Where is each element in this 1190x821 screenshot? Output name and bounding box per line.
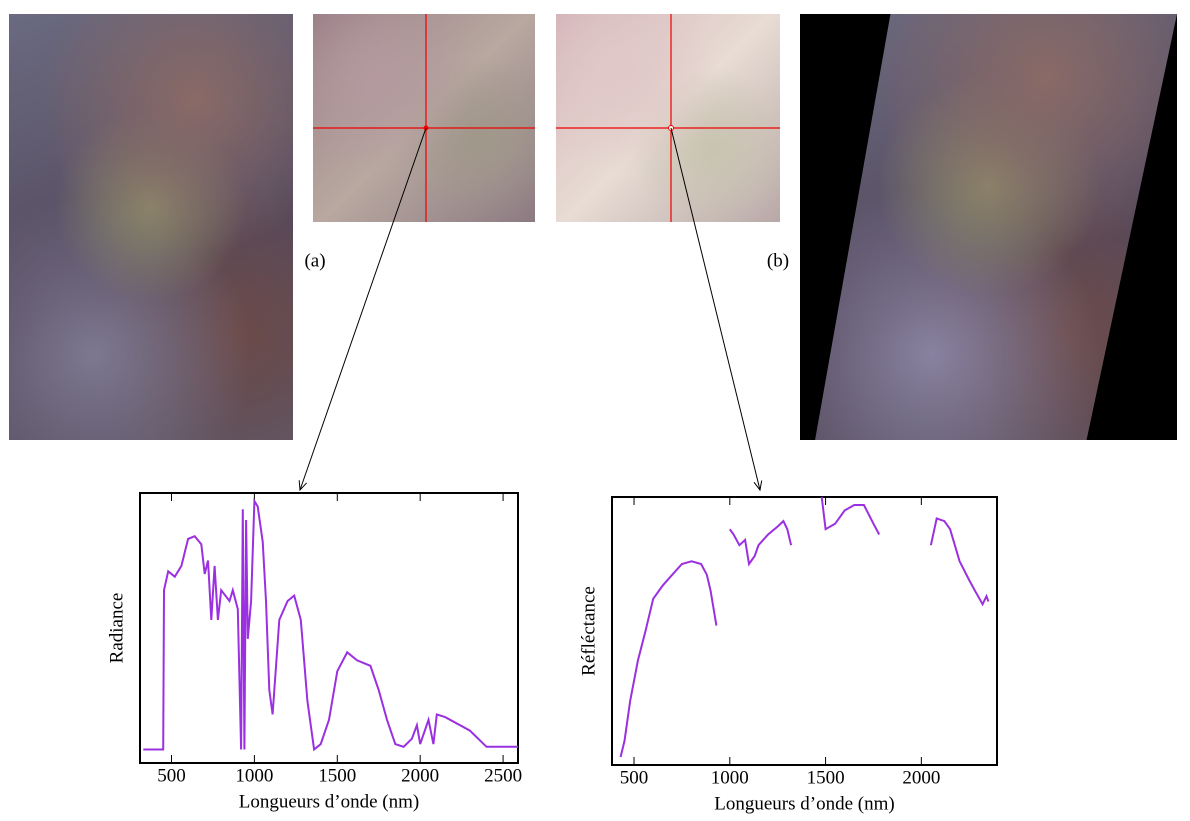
data-line xyxy=(621,497,989,757)
x-axis-label: Longueurs d’onde (nm) xyxy=(714,793,894,814)
x-tick-label: 1500 xyxy=(318,765,356,786)
crosshair xyxy=(313,14,780,222)
x-tick-label: 1000 xyxy=(235,765,273,786)
y-axis-label: Réfléctance xyxy=(578,586,599,676)
x-tick-label: 500 xyxy=(157,765,186,786)
arrow xyxy=(300,128,426,490)
figure: (a) (b) 500 1000 1500 2000 2500 Longueurs d’o… xyxy=(0,0,1190,821)
x-axis-label: Longueurs d’onde (nm) xyxy=(239,791,419,812)
data-line xyxy=(143,501,518,749)
x-tick-label: 1500 xyxy=(807,767,845,788)
x-tick-label: 2000 xyxy=(401,765,439,786)
x-tick-label: 1000 xyxy=(711,767,749,788)
x-tick-label: 500 xyxy=(620,767,649,788)
chart-layer: (a) (b) 500 1000 1500 2000 2500 Longueurs d’o… xyxy=(0,0,1190,821)
panel-label: (b) xyxy=(767,250,789,271)
arrow xyxy=(671,128,760,490)
y-axis-label: Radiance xyxy=(106,593,127,664)
x-tick-label: 2000 xyxy=(902,767,940,788)
x-tick-label: 2500 xyxy=(484,765,522,786)
panel-label: (a) xyxy=(304,250,325,271)
plot-frame xyxy=(612,497,997,765)
